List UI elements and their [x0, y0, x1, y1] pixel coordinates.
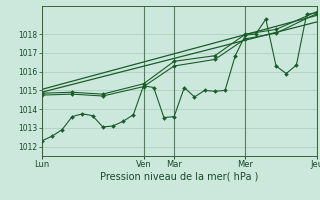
X-axis label: Pression niveau de la mer( hPa ): Pression niveau de la mer( hPa ): [100, 172, 258, 182]
